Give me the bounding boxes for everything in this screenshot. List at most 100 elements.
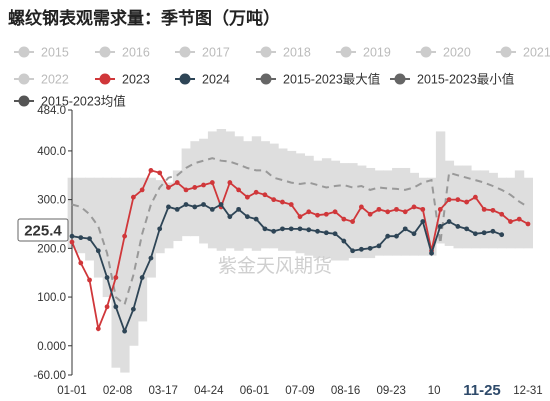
series-2024 xyxy=(69,202,505,334)
range-bar xyxy=(523,177,533,249)
data-point xyxy=(157,226,163,232)
data-point xyxy=(174,206,180,212)
legend-item[interactable]: 2017 xyxy=(175,46,230,60)
range-bar xyxy=(514,170,525,249)
x-tick-label: 03-17 xyxy=(148,385,177,397)
range-bar xyxy=(129,177,139,346)
data-point xyxy=(166,204,171,210)
data-point xyxy=(78,260,84,266)
range-bar xyxy=(181,148,191,237)
legend-item[interactable]: 2015-2023最大值 xyxy=(256,72,380,87)
x-tick-label: 07-09 xyxy=(285,385,314,397)
legend-item[interactable]: 2022 xyxy=(14,73,69,87)
legend-marker xyxy=(420,46,432,58)
data-point xyxy=(130,194,136,200)
range-bar xyxy=(462,165,472,249)
legend-label: 2017 xyxy=(202,46,230,60)
data-point xyxy=(218,202,224,207)
range-bar xyxy=(146,177,156,278)
legend-marker xyxy=(18,46,30,58)
cursor-x-box xyxy=(456,379,508,399)
range-bar xyxy=(137,177,148,322)
range-bar xyxy=(199,138,209,244)
legend-item[interactable]: 2018 xyxy=(256,46,311,60)
range-bar xyxy=(85,177,95,261)
data-point xyxy=(253,189,259,195)
legend-item[interactable]: 2015-2023最小值 xyxy=(390,72,514,87)
range-bar xyxy=(418,177,428,256)
legend-label: 2020 xyxy=(443,46,471,60)
data-point xyxy=(139,187,145,193)
data-point xyxy=(87,277,92,283)
data-point xyxy=(376,206,382,212)
x-tick-label: 08-16 xyxy=(331,385,360,397)
legend-marker xyxy=(260,73,272,85)
data-point xyxy=(464,199,470,205)
range-bar xyxy=(313,160,323,259)
legend-item[interactable]: 2015-2023均值 xyxy=(14,94,126,109)
data-point xyxy=(130,306,136,312)
legend-label: 2019 xyxy=(363,46,391,60)
y-tick-label: 484.0 xyxy=(37,105,66,117)
data-point xyxy=(411,204,417,210)
data-point xyxy=(113,275,119,280)
axes: 484.0 400.0 300.0 200.0 100.0 0.000 -60.00 01-0… xyxy=(33,105,542,397)
range-bar xyxy=(427,177,437,256)
data-point xyxy=(446,197,452,203)
legend-item[interactable]: 2016 xyxy=(95,46,150,60)
data-point xyxy=(394,233,399,239)
data-point xyxy=(385,233,391,239)
data-point xyxy=(490,207,496,213)
data-point xyxy=(148,255,154,261)
range-bar xyxy=(471,170,481,249)
legend-marker xyxy=(260,46,272,58)
data-point xyxy=(280,226,285,232)
data-point xyxy=(350,248,356,254)
watermark: 紫金天风期货 xyxy=(218,255,332,277)
range-bar xyxy=(295,153,305,254)
data-point xyxy=(104,304,110,310)
cursor-x-label: 11-25 xyxy=(456,379,508,399)
data-point xyxy=(192,204,198,210)
legend: 2015 2016 2017 2018 2019 2020 2021 2022 2023 2024… xyxy=(14,46,550,109)
data-point xyxy=(297,226,303,232)
data-point xyxy=(166,185,171,190)
data-point xyxy=(429,250,434,256)
data-point xyxy=(350,219,356,224)
legend-marker xyxy=(179,73,191,85)
legend-item[interactable]: 2023 xyxy=(95,73,150,87)
legend-item[interactable]: 2019 xyxy=(336,46,391,60)
legend-marker xyxy=(500,46,512,58)
data-point xyxy=(227,180,233,185)
cursor-y-box xyxy=(17,218,69,242)
legend-label: 2018 xyxy=(283,46,311,60)
data-point xyxy=(297,214,303,220)
series-2023 xyxy=(69,168,531,332)
data-point xyxy=(236,206,242,212)
data-point xyxy=(323,211,329,217)
legend-item[interactable]: 2020 xyxy=(416,46,471,60)
x-tick-label: 09-23 xyxy=(376,385,405,397)
data-point xyxy=(209,180,215,185)
series-line xyxy=(71,203,503,334)
legend-label: 2024 xyxy=(202,73,230,87)
legend-label: 2016 xyxy=(122,46,150,60)
data-point xyxy=(87,236,92,242)
legend-label: 2015-2023最大值 xyxy=(283,72,380,87)
legend-label: 2022 xyxy=(41,73,69,87)
legend-item[interactable]: 2015 xyxy=(14,46,69,60)
data-point xyxy=(315,228,320,234)
legend-item[interactable]: 2021 xyxy=(496,46,550,60)
data-point xyxy=(376,243,382,249)
data-point xyxy=(69,239,75,245)
data-point xyxy=(113,304,119,310)
legend-label: 2015 xyxy=(41,46,69,60)
range-bar xyxy=(172,170,183,242)
range-bar xyxy=(155,180,165,254)
legend-item[interactable]: 2024 xyxy=(175,73,230,87)
data-point xyxy=(499,232,505,238)
data-point xyxy=(455,224,461,229)
cursor-x-text: 11-25 xyxy=(463,382,501,399)
range-bar xyxy=(409,172,419,256)
cursor-y-label: 225.4 xyxy=(17,218,69,242)
